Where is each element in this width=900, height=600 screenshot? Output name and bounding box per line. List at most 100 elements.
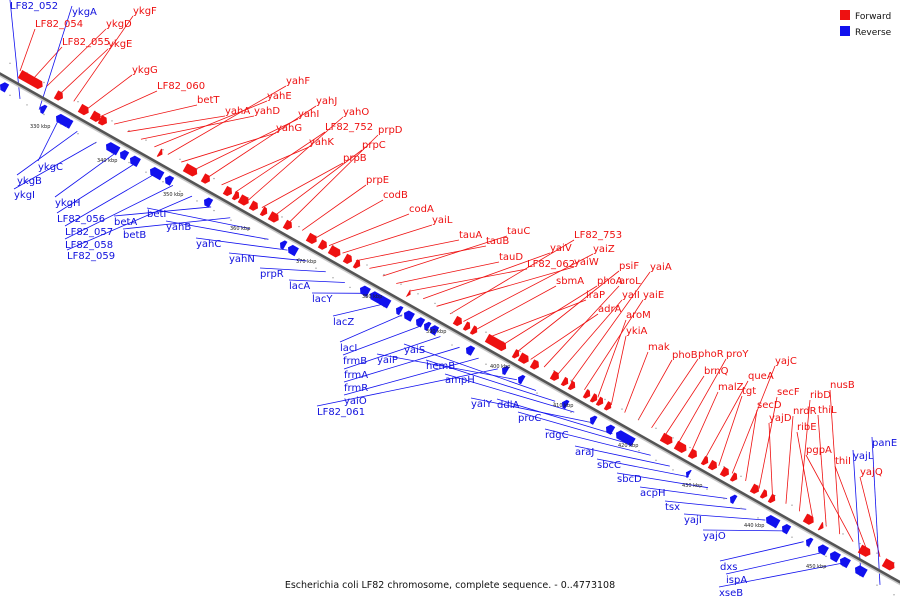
guide-dot [757,517,759,519]
guide-dot [689,478,691,481]
gene-label-yahf: yahF [286,76,310,87]
reverse-gene-arrow [730,494,738,504]
gene-label-taud: tauD [499,252,523,263]
tick-label-430-kbp: 430 kbp [682,483,702,489]
gene-label-prpd: prpD [378,125,403,136]
gene-label-lf82-062: LF82_062 [527,259,575,270]
leader-line-lf82-061 [316,368,498,407]
leader-line-lf82-056 [56,163,135,214]
leader-line-ykge [60,48,109,95]
gene-label-ispa: ispA [726,575,747,586]
reverse-gene-arrow [150,166,165,181]
leader-line-proc [517,411,632,445]
leader-line-prpe [301,184,367,231]
leader-line-lf82-060 [100,90,158,117]
forward-gene-arrow [267,211,279,223]
leader-line-yaie [584,299,644,391]
gene-label-yajo: yajO [703,531,726,542]
gene-label-ykia: ykiA [626,326,647,337]
forward-gene-arrow [802,513,814,525]
gene-label-secd: secD [757,400,782,411]
leader-line-lf82-057 [64,174,154,227]
leader-line-rdgc [544,428,651,456]
leader-line-sbcd [616,472,709,489]
guide-dot [281,216,283,218]
forward-gene-arrow [719,466,729,477]
leader-line-thii [834,465,867,550]
leader-line-prpb [261,162,344,208]
leader-line-irap [490,299,587,338]
guide-dot [111,120,113,122]
forward-gene-arrow [305,232,317,245]
gene-label-irap: iraP [586,290,605,301]
forward-gene-arrow [342,253,352,264]
gene-label-sbcd: sbcD [617,474,642,485]
forward-gene-arrow [673,440,687,453]
reverse-gene-arrow [606,424,616,435]
leader-line-adra [530,313,599,360]
leader-line-thil [817,414,827,527]
leader-line-brnq [664,375,705,436]
forward-gene-arrow [327,245,341,258]
guide-dot [825,555,827,558]
gene-label-ykgh: ykgH [55,198,81,209]
reverse-gene-arrow [204,197,214,208]
gene-label-pane: panE [872,438,897,449]
gene-label-yaiy: yaiY [471,399,493,410]
gene-label-lf82-054: LF82_054 [35,19,83,30]
reverse-gene-arrow [66,119,74,129]
guide-dot [740,475,742,478]
forward-gene-arrow [462,321,471,331]
gene-label-lf82-752: LF82_752 [325,122,373,133]
gene-label-lf82-056: LF82_056 [57,214,105,225]
leader-line-yajo [702,529,785,532]
leader-line-yahk [221,146,310,186]
leader-line-sbma [476,285,557,330]
tick-label-410-kbp: 410 kbp [553,403,573,409]
gene-label-lf82-058: LF82_058 [65,240,113,251]
gene-label-yahc: yahC [196,239,221,250]
leader-line-taub [369,245,487,269]
leader-line-ribe [796,431,814,519]
forward-gene-arrow [97,115,107,126]
forward-gene-arrow [17,70,43,90]
gene-label-laci: lacI [340,343,357,354]
gene-label-betb: betB [123,230,146,241]
reverse-gene-arrow [830,551,841,563]
gene-label-yaiw: yaiW [574,257,599,268]
leader-line-phoa [503,285,598,345]
reverse-gene-arrow [518,374,526,385]
gene-label-laca: lacA [289,281,310,292]
leader-line-tauc [382,235,508,277]
leader-line-yahd [140,115,255,140]
legend-reverse-swatch [840,26,850,36]
gene-label-psif: psiF [619,261,639,272]
gene-label-phor: phoR [698,349,724,360]
chromosome-axis [0,62,900,596]
gene-label-mak: mak [648,342,670,353]
gene-label-prpr: prpR [260,269,284,280]
guide-dot [672,469,674,471]
gene-label-ykga: ykgA [72,7,97,18]
guide-dot [570,379,572,381]
guide-dot [434,302,436,305]
reverse-gene-arrow [855,565,868,578]
leader-line-nrdr [785,415,794,504]
leader-line-prpr [259,267,326,273]
gene-label-yais: yaiS [404,345,425,356]
guide-dot [706,488,708,490]
leader-line-yaji [683,513,766,521]
reverse-gene-arrow [502,365,510,376]
gene-label-yaii: yaiI [622,290,640,301]
forward-gene-arrow [700,455,709,466]
guide-dot [213,177,215,180]
forward-gene-arrow [248,200,258,211]
gene-label-lf82-061: LF82_061 [317,407,365,418]
leader-line-tsx [664,500,747,510]
guide-dot [621,408,623,410]
gene-label-frma: frmA [344,370,368,381]
forward-gene-arrow [405,289,411,298]
leader-line-tgt [718,395,743,466]
forward-gene-arrow [567,380,576,391]
